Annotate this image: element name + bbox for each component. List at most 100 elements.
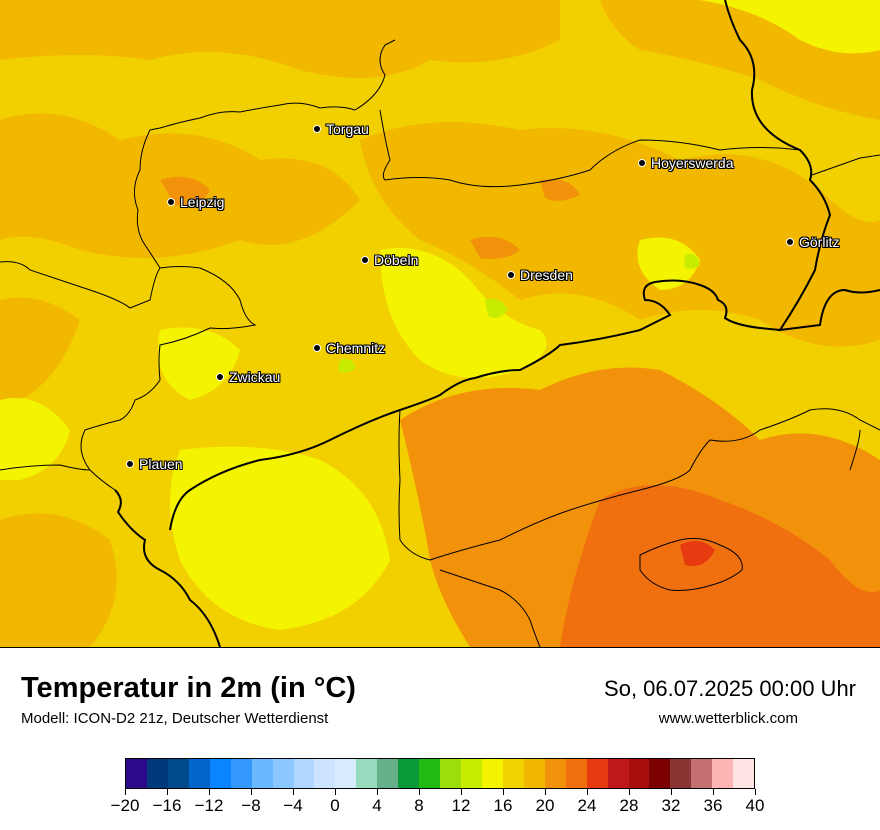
colorbar-segment [628,759,650,788]
colorbar-segment [377,759,399,788]
city-marker-zwickau: Zwickau [216,369,280,385]
colorbar-segment [712,759,734,788]
city-marker-plauen: Plauen [126,456,183,472]
city-marker-leipzig: Leipzig [167,194,224,210]
colorbar-tick [754,789,756,795]
colorbar-segment [398,759,420,788]
colorbar-tick [250,789,252,795]
colorbar-tick [670,789,672,795]
map-title: Temperatur in 2m (in °C) [21,672,356,704]
city-label: Zwickau [229,369,281,385]
city-marker-chemnitz: Chemnitz [313,340,385,356]
city-label: Leipzig [180,194,225,210]
colorbar-segment [126,759,147,788]
city-label: Plauen [139,456,183,472]
colorbar-tick [628,789,630,795]
city-marker-dresden: Dresden [507,267,573,283]
colorbar-ticks: −20 −16 −12 −8 −4 0 4 8 12 16 20 24 28 32 36 40 [111,789,764,829]
state-borders [0,39,880,647]
colorbar-segment [209,759,231,788]
colorbar-tick-label: 20 [535,796,555,815]
colorbar-segment [691,759,713,788]
colorbar-segment [670,759,692,788]
colorbar-tick [502,789,504,795]
city-dot-icon [313,344,321,352]
very-hot-region [560,485,880,647]
colorbar-segment [230,759,252,788]
colorbar-segment [167,759,189,788]
country-borders [114,0,880,647]
city-dot-icon [216,373,224,381]
colorbar-tick [712,789,714,795]
colorbar-tick-label: −8 [241,796,261,815]
colorbar-segment [461,759,482,788]
city-label: Görlitz [799,234,840,250]
colorbar-tick [376,789,378,795]
colorbar-tick-label: −12 [194,796,224,815]
colorbar-segment [356,759,378,788]
city-marker-doebeln: Döbeln [361,252,418,268]
colorbar-segment [293,759,315,788]
colorbar-segment [272,759,294,788]
colorbar-tick [460,789,462,795]
green-spots [338,253,700,373]
website-link[interactable]: www.wetterblick.com [658,710,798,727]
colorbar-tick-label: −16 [152,796,182,815]
forecast-datetime: So, 06.07.2025 00:00 Uhr [604,676,856,701]
colorbar-segment [335,759,357,788]
colorbar-segment [733,759,755,788]
map-canvas [0,0,880,647]
colorbar-tick [166,789,168,795]
warm-regions [0,0,880,647]
city-label: Döbeln [374,252,419,268]
colorbar-tick [292,789,294,795]
colorbar-tick [586,789,588,795]
colorbar-segment [419,759,441,788]
city-label: Hoyerswerda [651,155,734,171]
city-label: Chemnitz [326,340,386,356]
colorbar-tick-label: −20 [110,796,140,815]
colorbar-tick [124,789,126,795]
colorbar-segment [523,759,545,788]
colorbar-segment [440,759,461,788]
temperature-colorbar [125,758,755,789]
colorbar-segment [649,759,671,788]
temperature-map: Torgau Hoyerswerda Leipzig Görlitz Döbel… [0,0,880,648]
colorbar-tick-label: 32 [661,796,681,815]
colorbar-tick-label: 28 [619,796,639,815]
city-marker-hoyerswerda: Hoyerswerda [638,155,733,171]
city-dot-icon [638,159,646,167]
colorbar-segment [188,759,210,788]
city-dot-icon [786,238,794,246]
city-dot-icon [313,125,321,133]
colorbar-segment [251,759,273,788]
colorbar-tick-label: 36 [703,796,723,815]
colorbar-tick-label: −4 [283,796,303,815]
colorbar-tick-label: 40 [745,796,765,815]
colorbar-segment [502,759,524,788]
cool-regions [0,0,880,630]
colorbar-tick [418,789,420,795]
colorbar-segment [544,759,566,788]
city-dot-icon [167,198,175,206]
colorbar-tick [208,789,210,795]
city-dot-icon [507,271,515,279]
city-dot-icon [126,460,134,468]
colorbar-segment [481,759,503,788]
colorbar-tick-label: 16 [493,796,513,815]
colorbar-segment [146,759,168,788]
colorbar-segment [314,759,336,788]
city-label: Dresden [520,267,573,283]
colorbar-tick [544,789,546,795]
colorbar-tick-label: 24 [577,796,597,815]
colorbar-segment [586,759,608,788]
colorbar-tick [334,789,336,795]
colorbar-segment [565,759,587,788]
colorbar-tick-label: 8 [414,796,424,815]
city-marker-goerlitz: Görlitz [786,234,839,250]
model-info: Modell: ICON-D2 21z, Deutscher Wetterdie… [21,710,329,727]
colorbar-tick-label: 12 [451,796,471,815]
city-label: Torgau [326,121,369,137]
city-dot-icon [361,256,369,264]
colorbar-tick-label: 0 [330,796,340,815]
